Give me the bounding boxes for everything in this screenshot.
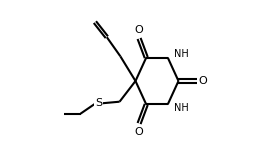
Text: NH: NH: [174, 49, 189, 59]
Text: NH: NH: [174, 103, 189, 113]
Text: O: O: [135, 127, 143, 137]
Text: S: S: [95, 98, 102, 108]
Text: O: O: [135, 25, 143, 35]
Text: O: O: [199, 76, 208, 86]
